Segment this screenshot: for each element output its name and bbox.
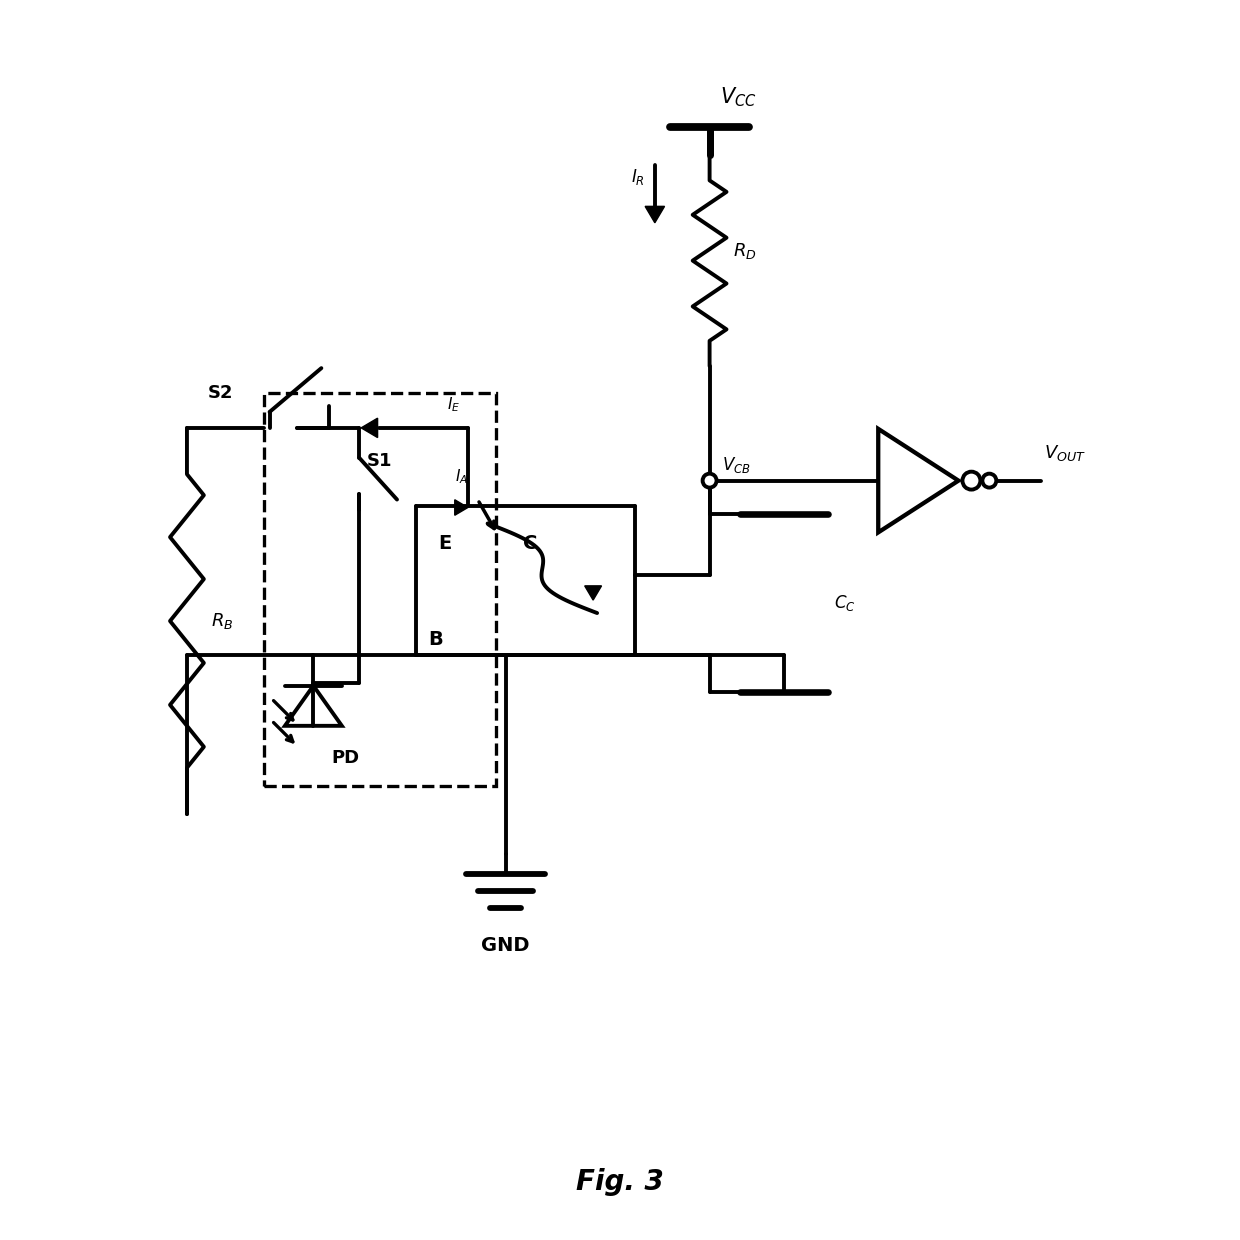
Text: S2: S2	[208, 384, 233, 402]
Circle shape	[962, 471, 981, 490]
Text: $I_R$: $I_R$	[631, 167, 645, 187]
Polygon shape	[455, 500, 467, 516]
Text: $I_A$: $I_A$	[455, 467, 467, 486]
Text: PD: PD	[331, 749, 360, 768]
Circle shape	[703, 474, 717, 487]
Text: Fig. 3: Fig. 3	[577, 1168, 663, 1197]
Text: $V_{CC}$: $V_{CC}$	[719, 86, 756, 109]
Text: S1: S1	[367, 451, 393, 470]
Polygon shape	[645, 206, 665, 223]
Text: $I_E$: $I_E$	[446, 396, 460, 414]
Polygon shape	[878, 429, 959, 532]
Text: $C_C$: $C_C$	[835, 593, 856, 613]
Text: $V_{CB}$: $V_{CB}$	[722, 455, 750, 475]
Text: $V_{OUT}$: $V_{OUT}$	[1044, 443, 1086, 463]
Text: C: C	[523, 534, 538, 553]
Polygon shape	[285, 686, 342, 725]
Polygon shape	[361, 418, 378, 438]
Text: GND: GND	[481, 935, 529, 955]
Text: $R_D$: $R_D$	[734, 241, 758, 260]
Polygon shape	[585, 585, 601, 600]
Text: $R_B$: $R_B$	[211, 611, 233, 631]
Text: B: B	[428, 630, 443, 649]
Circle shape	[982, 474, 996, 487]
Text: E: E	[438, 534, 451, 553]
